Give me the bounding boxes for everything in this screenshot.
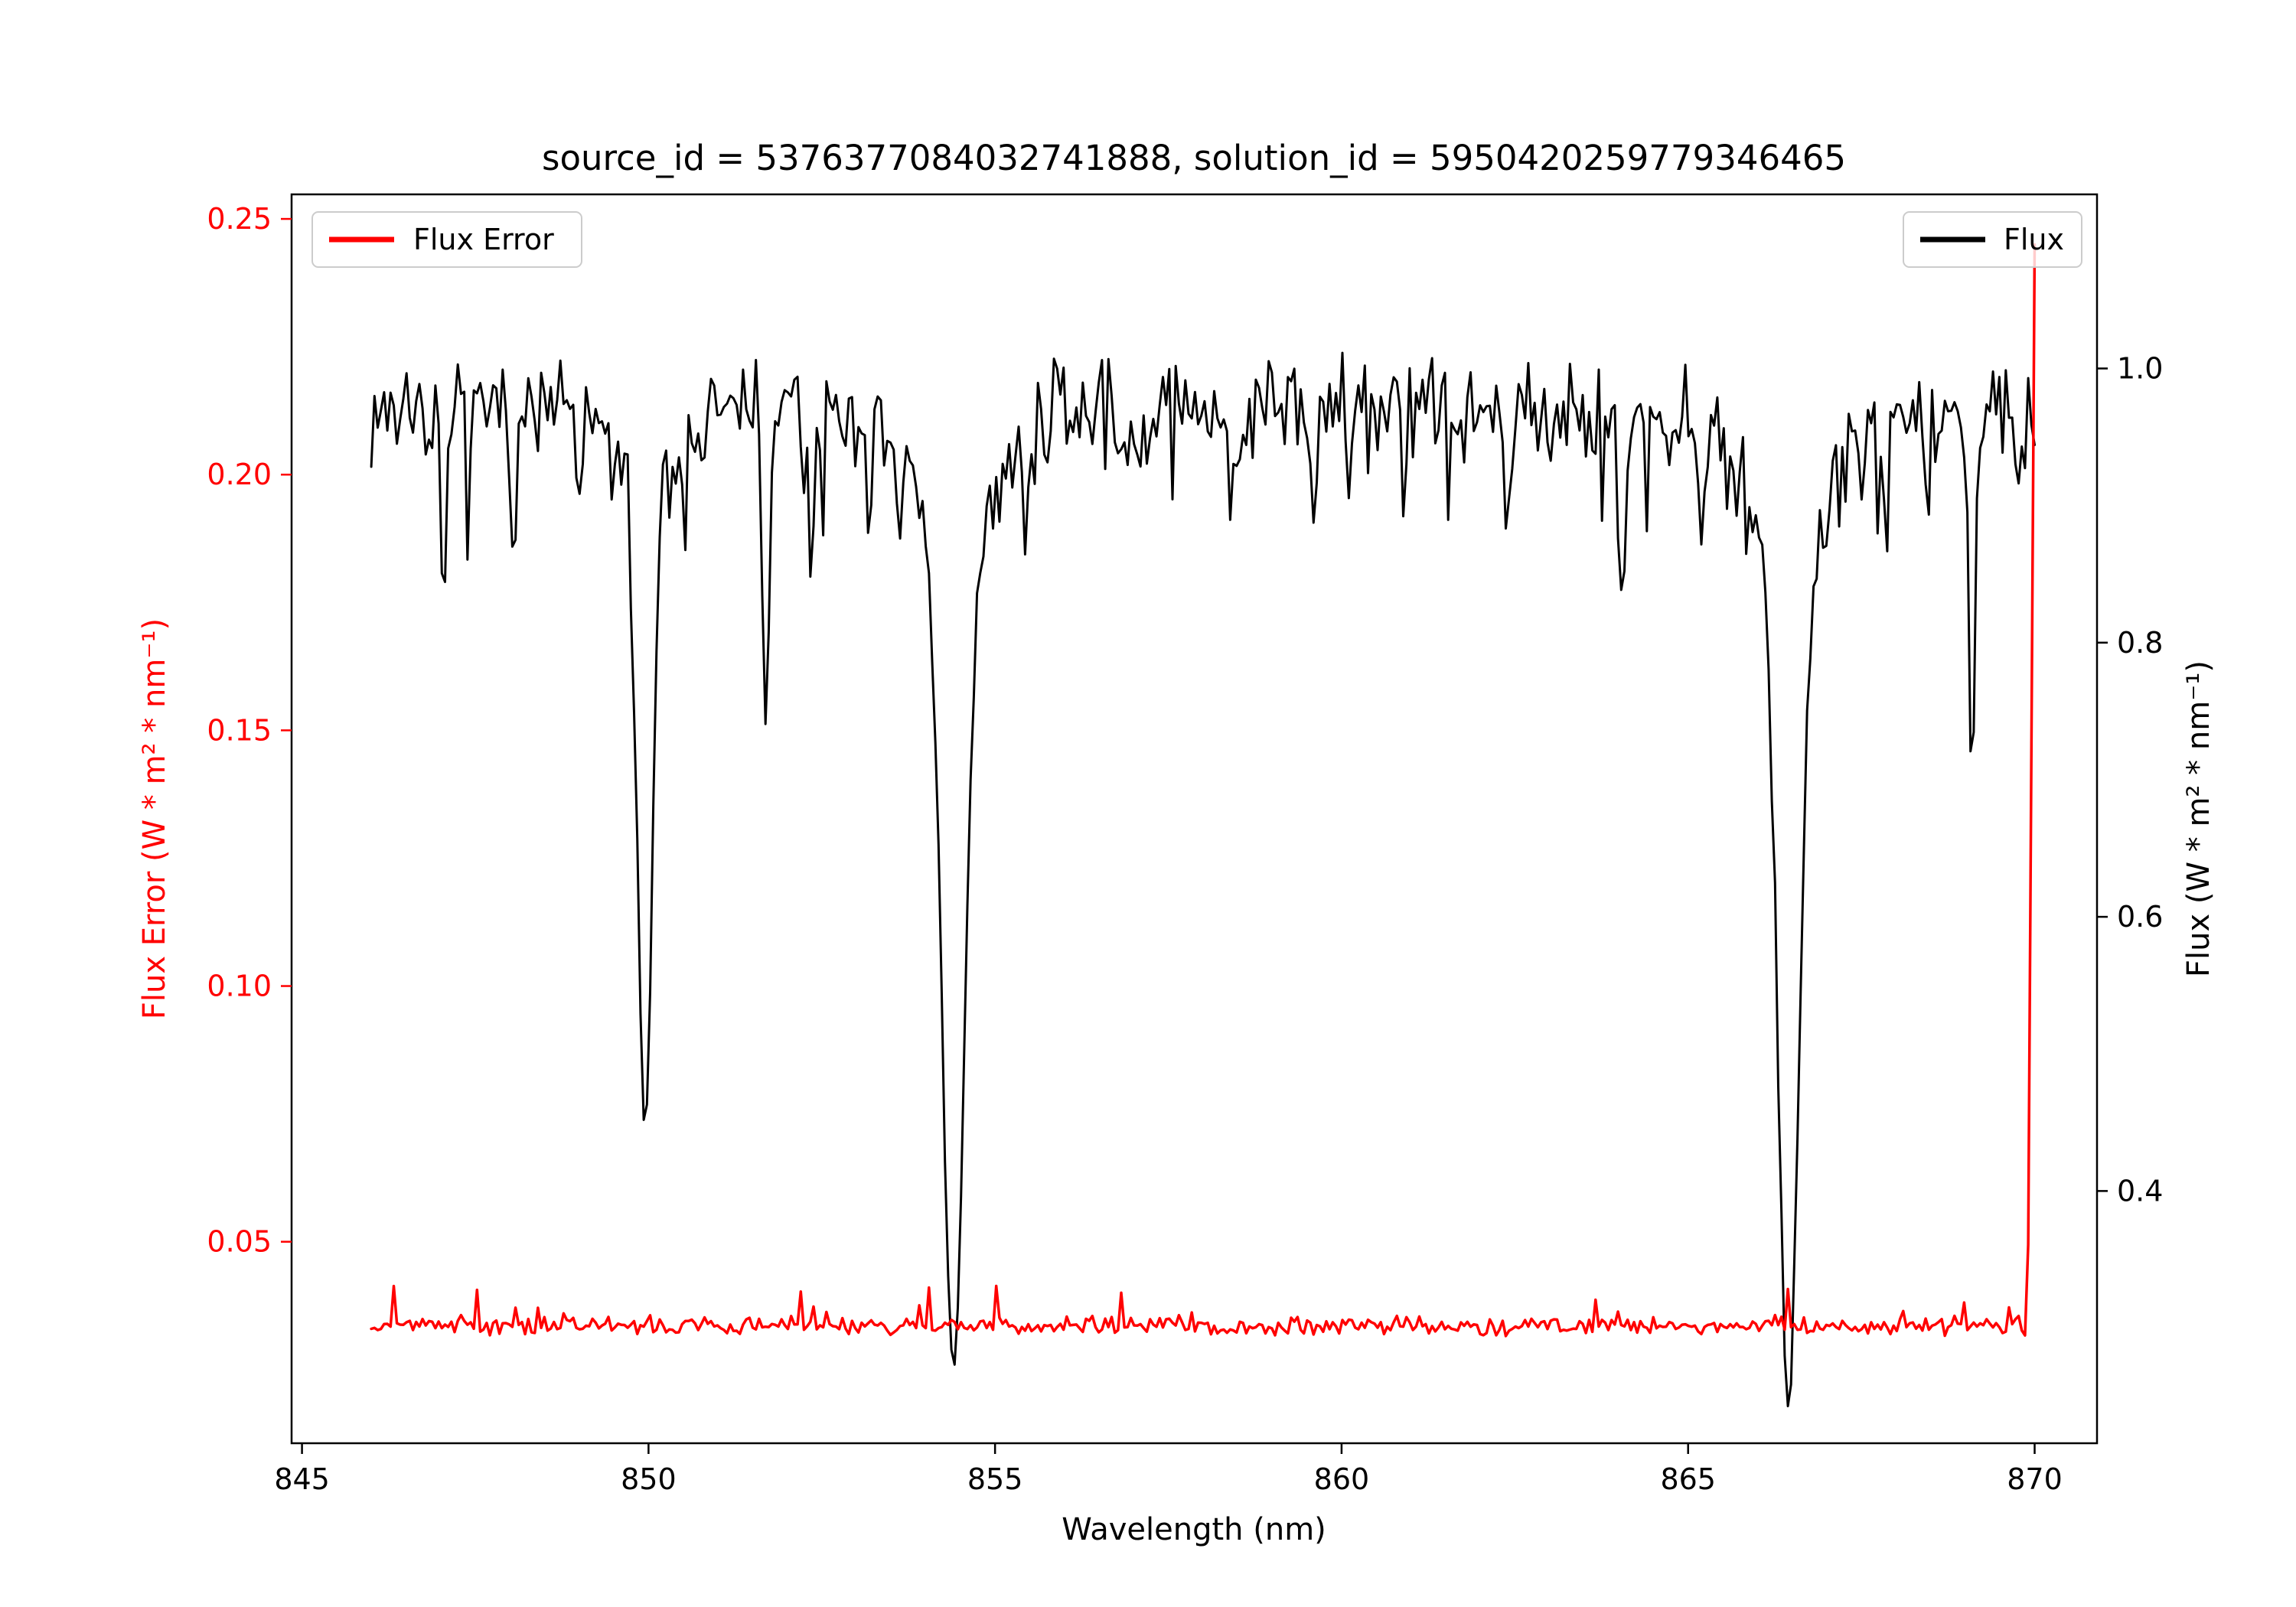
- left-tick-label: 0.20: [207, 458, 272, 491]
- left-tick-label: 0.05: [207, 1225, 272, 1259]
- legend-flux-error: Flux Error: [311, 211, 582, 268]
- left-axis-label: Flux Error (W * m² * nm⁻¹): [137, 618, 172, 1019]
- right-tick-label: 0.4: [2117, 1174, 2163, 1208]
- legend-flux: Flux: [1903, 211, 2082, 268]
- x-tick-label: 855: [967, 1462, 1023, 1496]
- x-tick-label: 845: [274, 1462, 330, 1496]
- right-tick-label: 0.6: [2117, 900, 2163, 934]
- flux-line: [370, 351, 2036, 1407]
- right-axis-ticks: 0.4 0.6 0.8 1.0: [2097, 352, 2163, 1208]
- x-axis-label: Wavelength (nm): [1062, 1512, 1326, 1547]
- x-tick-label: 865: [1660, 1462, 1716, 1496]
- legend-flux-error-label: Flux Error: [413, 223, 554, 256]
- legend-flux-error-box: [311, 211, 582, 268]
- right-tick-label: 1.0: [2117, 352, 2163, 386]
- plot-border: [290, 193, 2099, 1445]
- x-axis-ticks: 845 850 855 860 865 870: [274, 1443, 2063, 1496]
- right-tick-label: 0.8: [2117, 626, 2163, 660]
- left-tick-label: 0.15: [207, 713, 272, 747]
- flux-error-line: [370, 243, 2037, 1338]
- x-tick-label: 860: [1314, 1462, 1370, 1496]
- legend-flux-label: Flux: [2004, 223, 2064, 256]
- right-axis-label: Flux (W * m² * nm⁻¹): [2181, 660, 2216, 977]
- x-tick-label: 850: [621, 1462, 677, 1496]
- chart-title: source_id = 5376377084032741888, solutio…: [542, 138, 1846, 178]
- legend-flux-box: [1903, 211, 2082, 268]
- x-tick-label: 870: [2007, 1462, 2063, 1496]
- left-axis-ticks: 0.05 0.10 0.15 0.20 0.25: [207, 202, 292, 1259]
- left-tick-label: 0.10: [207, 970, 272, 1003]
- series-group: [370, 243, 2037, 1407]
- left-tick-label: 0.25: [207, 202, 272, 236]
